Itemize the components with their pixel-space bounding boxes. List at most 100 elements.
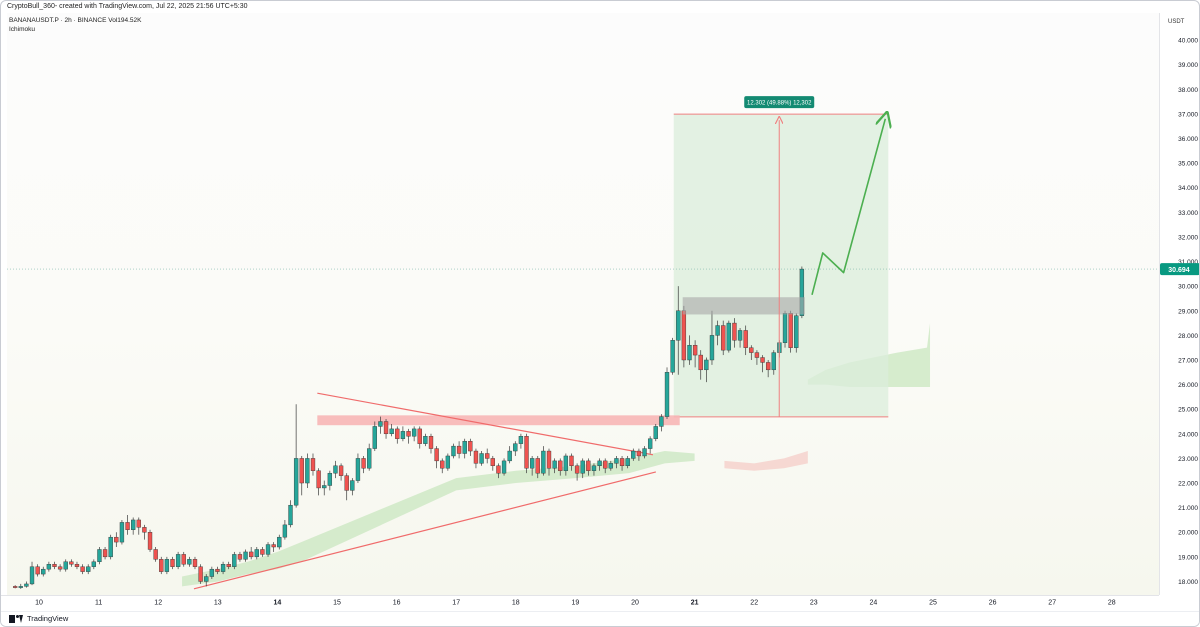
candle[interactable] [664,367,670,420]
time-scale[interactable] [1,595,1159,612]
candle[interactable] [428,433,434,454]
candle[interactable] [367,443,372,471]
candle[interactable] [192,556,198,570]
candle[interactable] [636,448,642,461]
plot-area[interactable] [7,13,1159,595]
candle[interactable] [243,549,248,562]
candle[interactable] [29,561,35,586]
candle[interactable] [249,547,254,560]
candle[interactable] [327,470,333,491]
candle[interactable] [24,581,29,588]
candle[interactable] [659,414,664,432]
candle[interactable] [619,455,625,471]
candle[interactable] [41,566,46,577]
candle[interactable] [125,515,130,535]
candle[interactable] [91,559,96,570]
symbol-legend[interactable]: BANANAUSDT.P · 2h · BINANCE Vol194.52K [9,17,142,24]
candle[interactable] [102,547,108,560]
candle[interactable] [445,453,451,471]
candle[interactable] [732,318,737,348]
candle[interactable] [52,561,57,570]
brand-footer[interactable]: TradingView [9,614,68,623]
candle[interactable] [558,458,563,476]
candle[interactable] [715,320,720,346]
candle[interactable] [271,542,276,552]
candle[interactable] [108,534,113,560]
supply-zone-box[interactable] [682,297,805,315]
candle[interactable] [322,480,327,496]
candle[interactable] [721,320,726,356]
candle[interactable] [282,519,288,540]
candle[interactable] [153,547,158,562]
candle[interactable] [692,340,698,368]
candle[interactable] [86,564,91,575]
candle[interactable] [204,574,209,587]
resistance-zone[interactable] [317,415,680,426]
candle[interactable] [355,453,361,484]
candle[interactable] [46,561,52,572]
candle[interactable] [518,433,524,449]
candle[interactable] [237,551,243,562]
candle[interactable] [411,426,417,442]
candle[interactable] [569,453,574,471]
candle[interactable] [159,556,164,575]
candle[interactable] [220,561,226,575]
candle[interactable] [260,547,265,557]
candle[interactable] [765,359,771,378]
candle[interactable] [265,542,271,557]
candle[interactable] [361,455,366,474]
candle[interactable] [782,310,788,348]
candle[interactable] [147,529,153,552]
candle[interactable] [507,446,512,464]
candle[interactable] [704,357,709,383]
candle[interactable] [333,460,338,479]
candle[interactable] [198,564,203,584]
candle[interactable] [372,421,377,452]
candle[interactable] [12,585,18,589]
candle[interactable] [653,423,658,442]
candle[interactable] [513,441,518,456]
candle[interactable] [535,455,540,479]
candle[interactable] [451,443,456,459]
candle[interactable] [501,458,507,476]
candle[interactable] [164,556,170,575]
candle[interactable] [546,448,552,476]
candle[interactable] [563,453,569,476]
candle[interactable] [603,458,608,474]
candle[interactable] [187,556,192,567]
candle[interactable] [170,556,175,570]
candle[interactable] [80,564,85,575]
candle[interactable] [485,448,490,464]
candle[interactable] [226,561,231,570]
candle[interactable] [760,355,765,373]
candle[interactable] [131,517,136,535]
candle[interactable] [316,468,321,496]
candle[interactable] [676,286,681,375]
triangle-lower-trendline[interactable] [193,471,657,590]
candle[interactable] [299,455,304,496]
candle[interactable] [417,426,422,449]
candle[interactable] [737,327,743,348]
candle[interactable] [293,404,299,508]
candle[interactable] [788,310,793,353]
target-zone-box[interactable] [673,114,889,417]
candle[interactable] [608,460,613,471]
candle[interactable] [254,547,259,560]
candle[interactable] [338,463,344,481]
candle[interactable] [490,455,495,471]
candle[interactable] [473,448,479,469]
candle[interactable] [743,325,748,356]
candle[interactable] [614,455,619,469]
candle[interactable] [552,458,557,474]
candle[interactable] [681,305,687,368]
candle[interactable] [350,478,355,496]
candle[interactable] [181,551,186,567]
candle[interactable] [541,446,546,476]
candle[interactable] [18,583,23,589]
candle[interactable] [597,458,602,471]
candle[interactable] [462,438,467,459]
indicator-legend[interactable]: Ichimoku [9,26,36,33]
candle[interactable] [726,320,731,353]
candle[interactable] [468,438,473,456]
candle[interactable] [305,453,310,488]
